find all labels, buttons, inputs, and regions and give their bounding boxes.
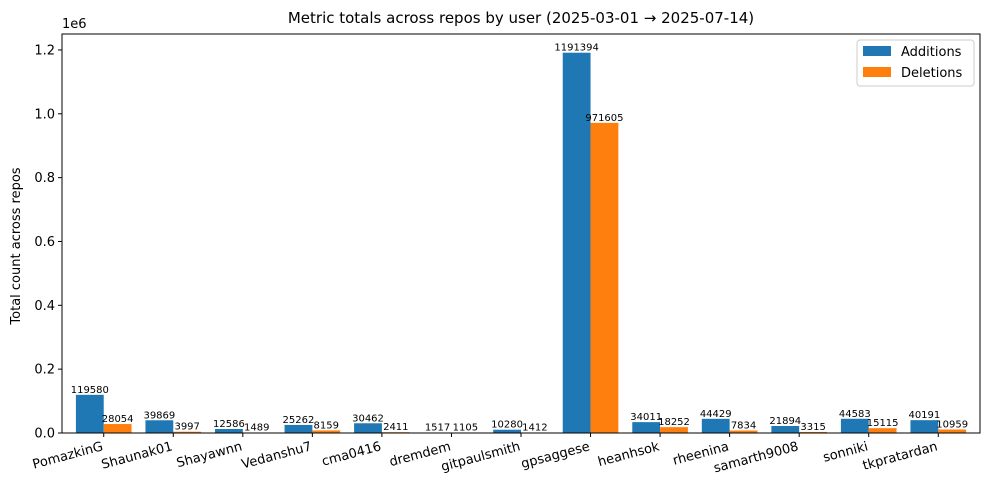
bar-additions-shaunak01 (145, 420, 173, 433)
x-tick-label: heanhsok (596, 439, 661, 470)
y-tick-label: 1.2 (34, 43, 55, 58)
y-tick-label: 0.6 (34, 235, 55, 250)
bar-labels-layer: 119580 39869 12586 25262 30462 1517 10280 11913… (71, 43, 968, 434)
bar-value-label: 1412 (522, 423, 547, 434)
bar-value-label: 2411 (383, 422, 408, 433)
y-axis: 0.0 0.2 0.4 0.6 0.8 1.0 1.2 (34, 43, 62, 441)
bar-additions-heanhsok (632, 422, 660, 433)
legend: Additions Deletions (857, 40, 974, 86)
x-tick-label: Shaunak01 (100, 439, 174, 472)
x-tick-label: Shayawnn (175, 439, 244, 471)
bar-additions-cma0416 (354, 423, 382, 433)
bar-additions-rheenina (702, 419, 730, 433)
chart-title: Metric totals across repos by user (2025… (288, 9, 754, 27)
bar-value-label: 971605 (585, 113, 623, 124)
bar-value-label: 15115 (867, 418, 899, 429)
x-tick-label: gpsaggese (520, 439, 592, 472)
bar-value-label: 1191394 (554, 43, 599, 54)
bars-layer (76, 53, 966, 433)
y-tick-label: 1.0 (34, 107, 55, 122)
bar-additions-pomazking (76, 395, 104, 433)
bar-value-label: 18252 (658, 417, 690, 428)
bar-value-label: 3997 (174, 422, 199, 433)
bar-additions-sonniki (841, 419, 869, 433)
bar-value-label: 28054 (102, 414, 134, 425)
bar-deletions-gpsaggese (591, 123, 619, 433)
bar-value-label: 119580 (71, 385, 109, 396)
bar-value-label: 10280 (491, 420, 523, 431)
x-tick-label: Vedanshu7 (240, 439, 313, 472)
y-tick-label: 0.0 (34, 427, 55, 442)
bar-value-label: 25262 (283, 415, 315, 426)
bar-value-label: 44429 (700, 409, 732, 420)
bar-value-label: 10959 (936, 420, 968, 431)
bar-value-label: 12586 (213, 419, 245, 430)
y-axis-scale-label: 1e6 (62, 17, 87, 32)
x-tick-label: gitpaulsmith (440, 439, 523, 475)
plot-frame (62, 34, 980, 433)
bar-deletions-pomazking (104, 424, 132, 433)
bar-value-label: 1517 (425, 423, 450, 434)
y-tick-label: 0.8 (34, 171, 55, 186)
bar-value-label: 7834 (731, 421, 756, 432)
x-tick-label: tkpratardan (861, 439, 939, 473)
bar-value-label: 1105 (453, 423, 478, 434)
bar-additions-gpsaggese (563, 53, 591, 433)
y-axis-label: Total count across repos (9, 167, 24, 325)
bar-value-label: 39869 (143, 410, 175, 421)
bar-additions-vedanshu7 (285, 425, 313, 433)
y-tick-label: 0.2 (34, 363, 55, 378)
y-tick-label: 0.4 (34, 299, 55, 314)
legend-label-additions: Additions (901, 45, 962, 60)
bar-value-label: 1489 (244, 423, 269, 434)
bar-value-label: 3315 (800, 422, 825, 433)
legend-label-deletions: Deletions (901, 66, 963, 81)
bar-value-label: 30462 (352, 413, 384, 424)
bar-additions-tkpratardan (910, 420, 938, 433)
bar-additions-samarth9008 (771, 426, 799, 433)
legend-swatch-additions (863, 46, 891, 56)
x-tick-label: cma0416 (320, 439, 383, 469)
bar-value-label: 21894 (769, 416, 801, 427)
legend-swatch-deletions (863, 67, 891, 77)
x-tick-label: PomazkinG (31, 439, 105, 472)
bar-value-label: 8159 (314, 420, 339, 431)
